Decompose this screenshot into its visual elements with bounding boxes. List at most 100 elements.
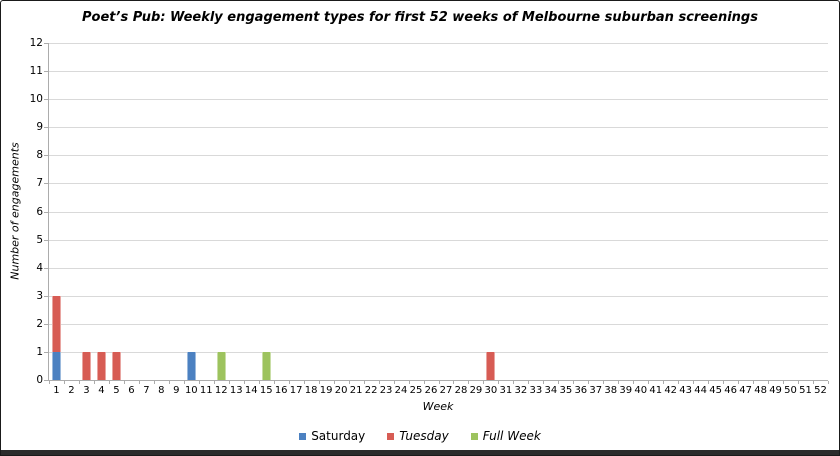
- x-tick-mark: [333, 381, 335, 384]
- x-tick-label: 35: [559, 385, 573, 396]
- gridline-y-2: [49, 323, 828, 325]
- gridline-y-9: [49, 127, 828, 129]
- x-axis-line: [49, 380, 828, 381]
- x-tick-mark: [798, 381, 800, 384]
- x-tick-mark: [828, 381, 829, 384]
- x-tick-label: 25: [409, 385, 423, 396]
- x-tick-label: 32: [514, 385, 528, 396]
- y-tick-mark: [44, 323, 49, 325]
- x-tick-mark: [423, 381, 425, 384]
- y-tick-label: 10: [29, 93, 43, 106]
- x-tick-label: 5: [113, 385, 120, 396]
- legend-label: Tuesday: [399, 429, 449, 443]
- x-tick-label: 24: [394, 385, 408, 396]
- gridline-y-12: [49, 43, 828, 44]
- x-tick-mark: [618, 381, 620, 384]
- y-tick-label: 0: [36, 374, 43, 386]
- legend-label: Full Week: [482, 429, 541, 443]
- x-tick-mark: [708, 381, 710, 384]
- bar-tuesday-week-1: [51, 295, 61, 352]
- x-tick-label: 30: [484, 385, 498, 396]
- x-tick-label: 31: [499, 385, 513, 396]
- y-tick-mark: [44, 295, 49, 297]
- bar-saturday-week-1: [51, 351, 61, 380]
- x-tick-label: 18: [304, 385, 318, 396]
- x-tick-mark: [63, 381, 65, 384]
- x-tick-label: 45: [709, 385, 722, 396]
- y-tick-mark: [44, 99, 49, 101]
- x-tick-label: 44: [694, 385, 708, 396]
- x-tick-label: 27: [439, 385, 453, 396]
- legend: Saturday Tuesday Full Week: [1, 429, 839, 443]
- y-tick-mark: [44, 239, 49, 241]
- x-tick-mark: [393, 381, 395, 384]
- x-tick-label: 15: [259, 385, 273, 396]
- x-tick-mark: [753, 381, 755, 384]
- x-tick-label: 3: [83, 385, 90, 396]
- x-tick-mark: [573, 381, 575, 384]
- x-tick-mark: [303, 381, 305, 384]
- y-tick-label: 11: [29, 65, 43, 78]
- gridline-y-4: [49, 267, 828, 269]
- bar-full-week-week-15: [261, 351, 271, 380]
- y-tick-mark: [44, 127, 49, 129]
- x-tick-label: 20: [334, 385, 348, 396]
- gridline-y-6: [49, 211, 828, 213]
- bar-tuesday-week-30: [486, 351, 496, 380]
- y-tick-label: 5: [36, 233, 43, 246]
- y-tick-mark: [44, 211, 49, 213]
- y-tick-mark: [44, 155, 49, 157]
- gridline-y-11: [49, 71, 828, 73]
- x-tick-label: 14: [244, 385, 258, 396]
- legend-item-full-week: Full Week: [470, 429, 541, 443]
- chart-title: Poet’s Pub: Weekly engagement types for …: [82, 10, 758, 25]
- gridline-y-3: [49, 295, 828, 297]
- x-tick-label: 46: [724, 385, 737, 396]
- x-tick-label: 43: [679, 385, 693, 396]
- x-tick-label: 6: [128, 385, 135, 396]
- x-tick-mark: [108, 381, 110, 384]
- x-tick-label: 10: [184, 385, 198, 396]
- x-tick-mark: [558, 381, 560, 384]
- y-tick-mark: [44, 351, 49, 353]
- x-tick-mark: [243, 381, 245, 384]
- x-tick-mark: [678, 381, 680, 384]
- x-tick-label: 7: [143, 385, 150, 396]
- x-tick-mark: [693, 381, 695, 384]
- x-tick-mark: [258, 381, 260, 384]
- x-tick-mark: [663, 381, 665, 384]
- x-tick-mark: [438, 381, 440, 384]
- x-tick-label: 17: [289, 385, 303, 396]
- x-tick-label: 2: [68, 385, 75, 396]
- x-tick-mark: [228, 381, 230, 384]
- x-tick-mark: [348, 381, 350, 384]
- x-tick-mark: [528, 381, 530, 384]
- y-tick-label: 7: [36, 177, 43, 190]
- x-tick-mark: [648, 381, 650, 384]
- x-tick-mark: [168, 381, 170, 384]
- y-tick-label: 9: [36, 121, 43, 134]
- legend-swatch-icon: [299, 432, 307, 440]
- x-tick-label: 51: [799, 385, 812, 396]
- legend-swatch-icon: [470, 432, 478, 440]
- x-tick-label: 41: [649, 385, 663, 396]
- x-tick-mark: [603, 381, 605, 384]
- legend-item-tuesday: Tuesday: [387, 429, 449, 443]
- x-tick-mark: [468, 381, 470, 384]
- x-tick-mark: [138, 381, 140, 384]
- x-tick-label: 8: [158, 385, 165, 396]
- x-tick-label: 42: [664, 385, 678, 396]
- x-tick-mark: [723, 381, 725, 384]
- y-tick-label: 12: [29, 37, 43, 49]
- gridline-y-7: [49, 183, 828, 185]
- y-tick-mark: [44, 267, 49, 269]
- x-tick-label: 13: [229, 385, 243, 396]
- x-tick-label: 11: [199, 385, 213, 396]
- y-tick-mark: [44, 183, 49, 185]
- x-tick-mark: [288, 381, 290, 384]
- x-tick-label: 52: [814, 385, 827, 396]
- x-tick-label: 49: [769, 385, 782, 396]
- x-tick-label: 26: [424, 385, 438, 396]
- x-tick-mark: [588, 381, 590, 384]
